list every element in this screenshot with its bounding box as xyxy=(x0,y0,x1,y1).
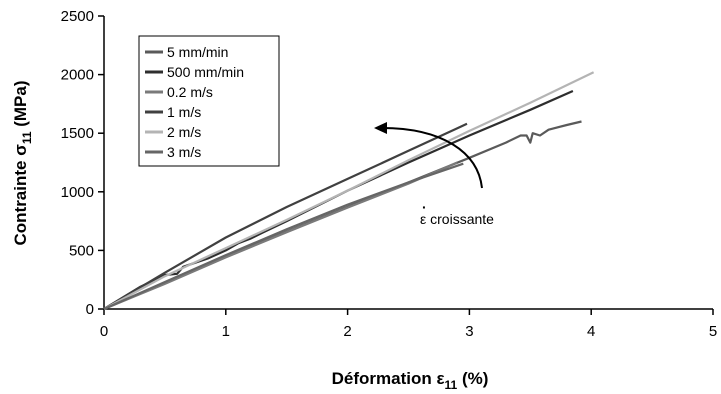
annotation-label: croissante xyxy=(426,211,494,227)
x-tick-label: 2 xyxy=(343,323,351,340)
annotation-text: ε croissante xyxy=(420,211,494,227)
legend-label: 500 mm/min xyxy=(167,64,244,80)
annotation-dot: · xyxy=(422,199,427,215)
y-tick-label: 0 xyxy=(86,301,94,318)
legend: 5 mm/min 500 mm/min 0.2 m/s 1 m/s 2 m/s 3 m/s xyxy=(138,35,280,167)
annotation: ε croissante · xyxy=(374,122,494,227)
series-layer xyxy=(103,71,595,311)
y-tick-label: 1500 xyxy=(61,125,94,142)
annotation-symbol: ε xyxy=(420,211,426,227)
series-line-4 xyxy=(103,71,595,310)
legend-box xyxy=(138,35,280,167)
series-line-3 xyxy=(103,122,468,310)
legend-label: 1 m/s xyxy=(167,104,201,120)
legend-label: 2 m/s xyxy=(167,124,201,140)
x-tick-label: 0 xyxy=(100,323,108,340)
y-tick-label: 2000 xyxy=(61,67,94,84)
legend-label: 3 m/s xyxy=(167,144,201,160)
series-line-2 xyxy=(103,161,458,311)
legend-label: 0.2 m/s xyxy=(167,84,213,100)
axes: 0 500 1000 1500 2000 2500 0 1 2 3 4 5 xyxy=(61,8,718,340)
y-tick-label: 500 xyxy=(69,242,94,259)
y-tick-label: 1000 xyxy=(61,184,94,201)
x-tick-label: 5 xyxy=(709,323,717,340)
arrow-head xyxy=(374,122,387,134)
x-tick-label: 1 xyxy=(222,323,230,340)
y-tick-label: 2500 xyxy=(61,8,94,25)
x-tick-label: 4 xyxy=(587,323,595,340)
y-axis-title: Contrainte σ11 (MPa) xyxy=(11,80,34,245)
legend-label: 5 mm/min xyxy=(167,44,228,60)
x-tick-label: 3 xyxy=(465,323,473,340)
series-line-5 xyxy=(103,162,464,311)
increasing-rate-arrow xyxy=(381,127,483,189)
x-axis-title: Déformation ε11 (%) xyxy=(332,369,489,392)
